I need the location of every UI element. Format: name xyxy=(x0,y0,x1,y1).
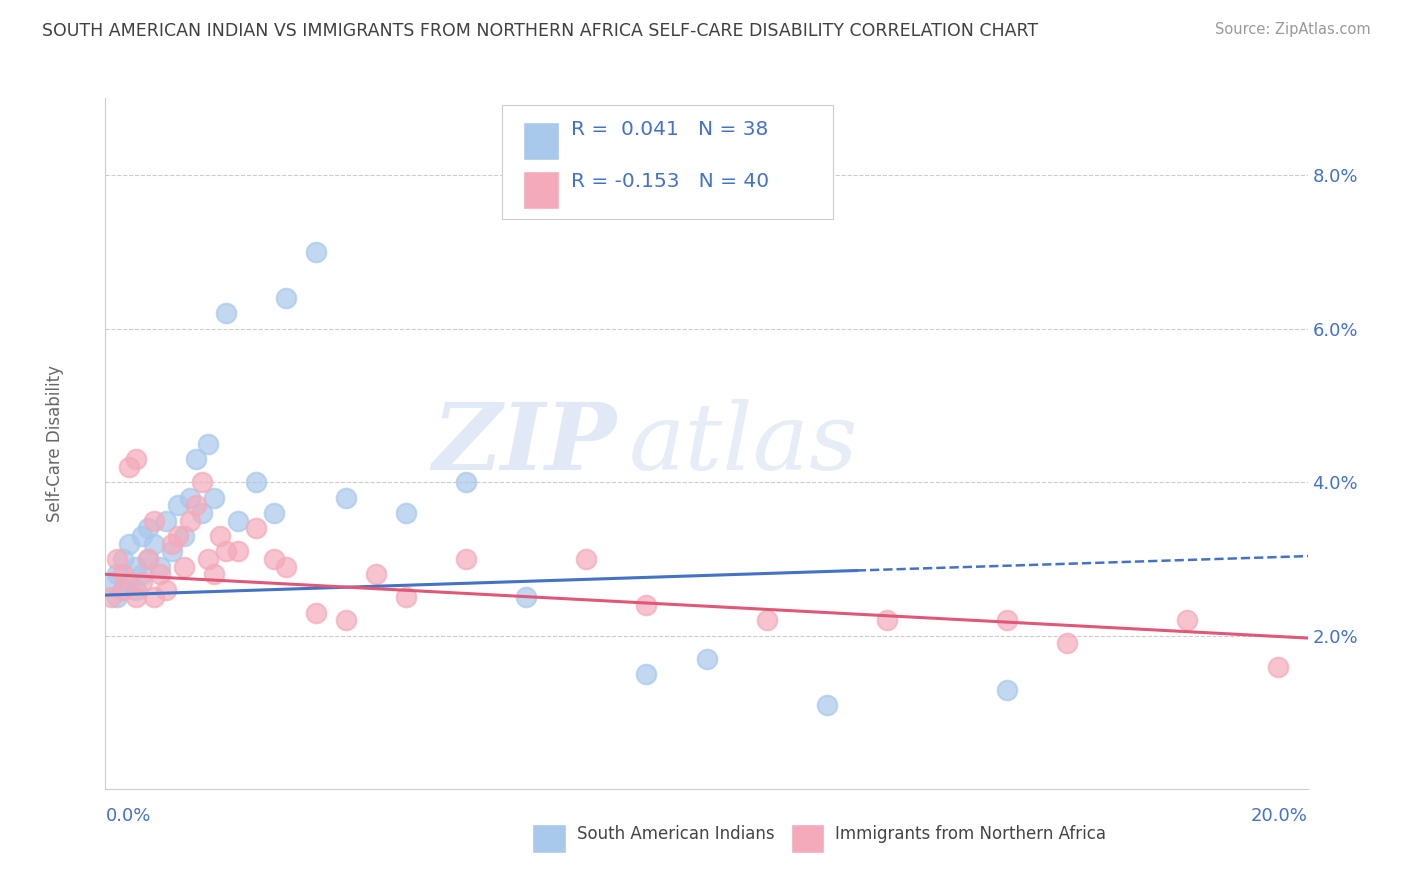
Point xyxy=(364,567,387,582)
Point xyxy=(124,582,146,597)
Point xyxy=(124,559,146,574)
Point xyxy=(755,614,778,628)
Bar xyxy=(533,824,565,853)
Text: R =  0.041   N = 38: R = 0.041 N = 38 xyxy=(571,120,768,139)
Point xyxy=(136,521,159,535)
Point xyxy=(245,521,267,535)
Bar xyxy=(790,824,824,853)
FancyBboxPatch shape xyxy=(502,105,832,219)
Point xyxy=(335,491,357,505)
Point xyxy=(305,606,328,620)
Point xyxy=(136,552,159,566)
Point xyxy=(815,698,838,712)
Point xyxy=(515,591,537,605)
Point xyxy=(160,536,183,550)
Bar xyxy=(523,122,558,161)
Point xyxy=(184,452,207,467)
Point xyxy=(142,536,165,550)
Point xyxy=(107,591,129,605)
Text: 20.0%: 20.0% xyxy=(1251,807,1308,825)
Point xyxy=(112,582,135,597)
Text: SOUTH AMERICAN INDIAN VS IMMIGRANTS FROM NORTHERN AFRICA SELF-CARE DISABILITY CO: SOUTH AMERICAN INDIAN VS IMMIGRANTS FROM… xyxy=(42,22,1038,40)
Point xyxy=(142,591,165,605)
Point xyxy=(263,552,285,566)
Point xyxy=(112,567,135,582)
Point xyxy=(335,614,357,628)
Point xyxy=(131,575,153,590)
Point xyxy=(184,498,207,512)
Point xyxy=(263,506,285,520)
Text: atlas: atlas xyxy=(628,399,858,489)
Point xyxy=(245,475,267,490)
Point xyxy=(148,559,170,574)
Point xyxy=(197,552,219,566)
Point xyxy=(118,459,141,474)
Point xyxy=(202,491,225,505)
Point xyxy=(274,291,297,305)
Point xyxy=(454,475,477,490)
Point xyxy=(226,514,249,528)
Point xyxy=(155,514,177,528)
Point xyxy=(226,544,249,558)
Point xyxy=(142,514,165,528)
Point xyxy=(995,682,1018,697)
Text: Source: ZipAtlas.com: Source: ZipAtlas.com xyxy=(1215,22,1371,37)
Point xyxy=(112,552,135,566)
Point xyxy=(179,491,201,505)
Point xyxy=(148,567,170,582)
Point xyxy=(166,498,188,512)
Point xyxy=(305,244,328,259)
Point xyxy=(1267,659,1289,673)
Point xyxy=(173,529,195,543)
Point xyxy=(197,437,219,451)
Point xyxy=(100,591,122,605)
Point xyxy=(112,582,135,597)
Point xyxy=(274,559,297,574)
Point xyxy=(190,506,212,520)
Point xyxy=(107,552,129,566)
Point xyxy=(214,544,236,558)
Point xyxy=(190,475,212,490)
Point xyxy=(1175,614,1198,628)
Point xyxy=(636,598,658,612)
Text: South American Indians: South American Indians xyxy=(576,825,775,843)
Point xyxy=(995,614,1018,628)
Point xyxy=(160,544,183,558)
Point xyxy=(208,529,231,543)
Point xyxy=(124,452,146,467)
Text: Self-Care Disability: Self-Care Disability xyxy=(46,365,63,523)
Point xyxy=(131,529,153,543)
Point xyxy=(100,575,122,590)
Point xyxy=(173,559,195,574)
Text: Immigrants from Northern Africa: Immigrants from Northern Africa xyxy=(835,825,1107,843)
Point xyxy=(696,652,718,666)
Point xyxy=(179,514,201,528)
Point xyxy=(454,552,477,566)
Point xyxy=(1056,636,1078,650)
Text: ZIP: ZIP xyxy=(432,399,616,489)
Point xyxy=(118,575,141,590)
Point xyxy=(202,567,225,582)
Point xyxy=(131,567,153,582)
Point xyxy=(575,552,598,566)
Point xyxy=(107,567,129,582)
Point xyxy=(155,582,177,597)
Point xyxy=(214,306,236,320)
Point xyxy=(124,591,146,605)
Point xyxy=(636,667,658,681)
Point xyxy=(136,552,159,566)
Point xyxy=(395,591,418,605)
Text: R = -0.153   N = 40: R = -0.153 N = 40 xyxy=(571,171,769,191)
Point xyxy=(395,506,418,520)
Bar xyxy=(523,170,558,209)
Point xyxy=(166,529,188,543)
Point xyxy=(118,536,141,550)
Point xyxy=(876,614,898,628)
Text: 0.0%: 0.0% xyxy=(105,807,150,825)
